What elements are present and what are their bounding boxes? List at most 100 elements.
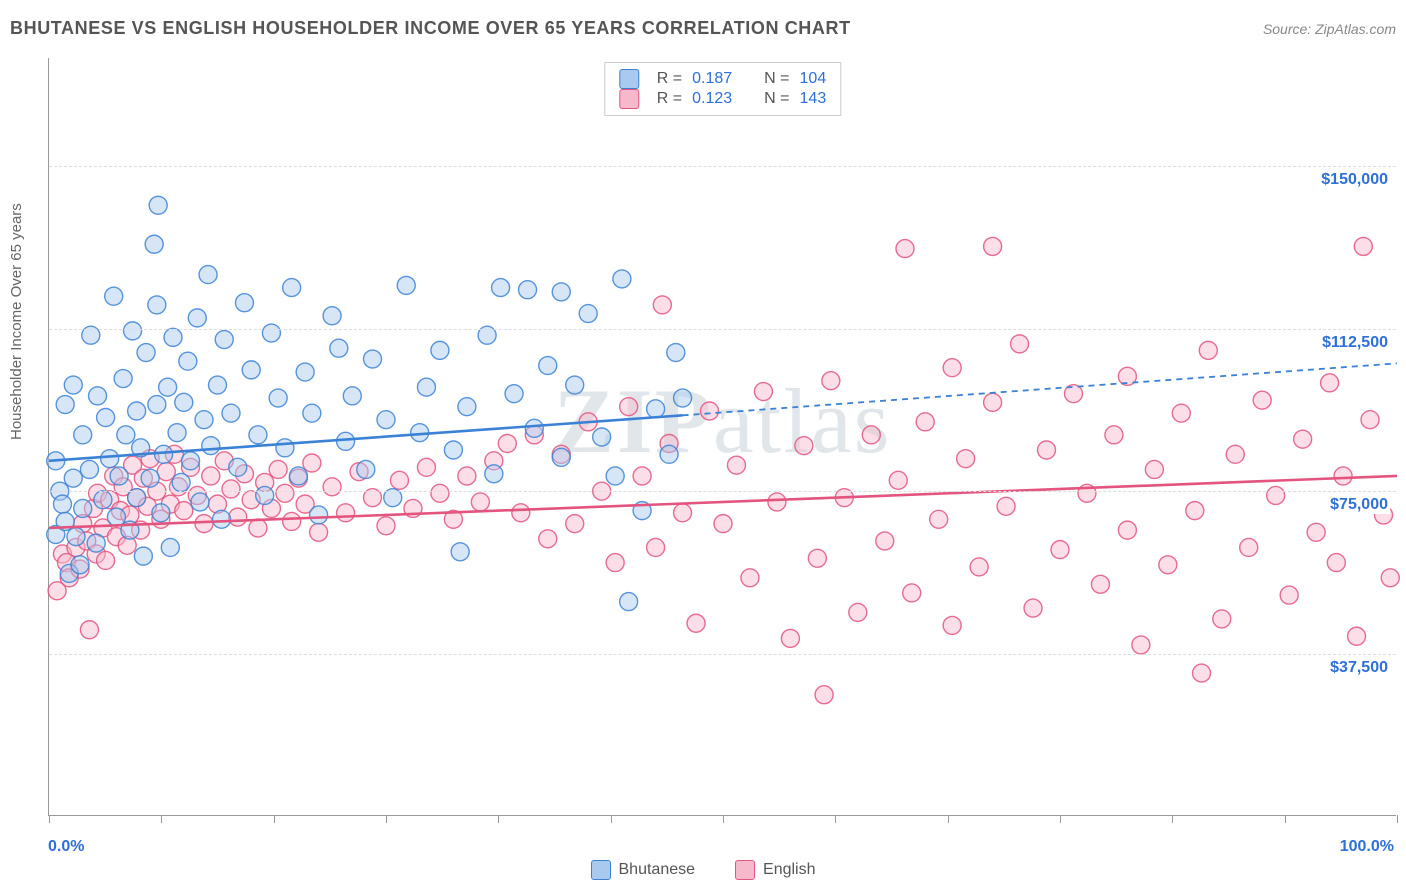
scatter-point [124, 322, 142, 340]
scatter-point [1294, 430, 1312, 448]
scatter-point [727, 456, 745, 474]
legend-label-bhutanese: Bhutanese [619, 861, 696, 878]
scatter-point [357, 460, 375, 478]
scatter-point [377, 411, 395, 429]
gridline [49, 166, 1396, 167]
x-axis-min-label: 0.0% [48, 838, 84, 856]
scatter-point [175, 502, 193, 520]
scatter-point [674, 504, 692, 522]
scatter-point [714, 515, 732, 533]
scatter-point [525, 419, 543, 437]
scatter-point [431, 484, 449, 502]
scatter-point [444, 441, 462, 459]
scatter-point [660, 445, 678, 463]
scatter-point [984, 237, 1002, 255]
scatter-point [620, 398, 638, 416]
scatter-point [117, 426, 135, 444]
scatter-point [343, 387, 361, 405]
scatter-point [1105, 426, 1123, 444]
scatter-point [67, 528, 85, 546]
scatter-point [552, 283, 570, 301]
scatter-point [134, 547, 152, 565]
scatter-point [276, 439, 294, 457]
scatter-point [1280, 586, 1298, 604]
scatter-point [323, 478, 341, 496]
scatter-point [498, 434, 516, 452]
scatter-point [849, 603, 867, 621]
scatter-point [512, 504, 530, 522]
scatter-point [417, 458, 435, 476]
trend-line-bhutanese [49, 415, 683, 460]
scatter-point [310, 523, 328, 541]
y-axis-label: Householder Income Over 65 years [8, 203, 25, 440]
scatter-point [1159, 556, 1177, 574]
scatter-point [179, 352, 197, 370]
scatter-point [101, 450, 119, 468]
scatter-point [1226, 445, 1244, 463]
scatter-point [916, 413, 934, 431]
scatter-point [1240, 538, 1258, 556]
scatter-point [269, 460, 287, 478]
scatter-point [687, 614, 705, 632]
x-axis-max-label: 100.0% [1340, 838, 1394, 856]
scatter-point [262, 324, 280, 342]
scatter-point [613, 270, 631, 288]
legend-item-english: English [735, 860, 815, 880]
scatter-point [1253, 391, 1271, 409]
y-tick-label: $37,500 [1328, 659, 1390, 677]
scatter-point [390, 471, 408, 489]
scatter-point [667, 344, 685, 362]
scatter-point [451, 543, 469, 561]
scatter-point [87, 534, 105, 552]
scatter-point [741, 569, 759, 587]
scatter-point [64, 376, 82, 394]
scatter-point [1118, 521, 1136, 539]
scatter-point [105, 287, 123, 305]
scatter-point [337, 504, 355, 522]
scatter-point [128, 402, 146, 420]
scatter-point [303, 404, 321, 422]
scatter-point [56, 396, 74, 414]
x-tick [948, 815, 949, 823]
scatter-point [653, 296, 671, 314]
scatter-point [606, 554, 624, 572]
scatter-point [1051, 541, 1069, 559]
scatter-point [701, 402, 719, 420]
scatter-point [1132, 636, 1150, 654]
r-value-english: 0.123 [692, 90, 732, 108]
n-value-english: 143 [800, 90, 827, 108]
x-tick [161, 815, 162, 823]
scatter-point [1091, 575, 1109, 593]
scatter-point [148, 296, 166, 314]
scatter-point [145, 235, 163, 253]
scatter-point [1172, 404, 1190, 422]
legend-item-bhutanese: Bhutanese [591, 860, 696, 880]
scatter-point [1348, 627, 1366, 645]
scatter-point [397, 276, 415, 294]
source-label: Source: ZipAtlas.com [1263, 21, 1396, 37]
scatter-point [876, 532, 894, 550]
title-bar: BHUTANESE VS ENGLISH HOUSEHOLDER INCOME … [10, 18, 1396, 39]
scatter-point [188, 309, 206, 327]
scatter-point [754, 383, 772, 401]
trend-line-bhutanese-ext [683, 363, 1397, 415]
y-tick-label: $150,000 [1319, 171, 1390, 189]
scatter-point [222, 404, 240, 422]
scatter-point [930, 510, 948, 528]
scatter-point [539, 357, 557, 375]
x-tick [49, 815, 50, 823]
scatter-point [195, 515, 213, 533]
scatter-point [215, 331, 233, 349]
scatter-point [1011, 335, 1029, 353]
x-tick [1285, 815, 1286, 823]
scatter-point [141, 469, 159, 487]
scatter-point [768, 493, 786, 511]
scatter-point [620, 593, 638, 611]
scatter-point [862, 426, 880, 444]
scatter-point [276, 484, 294, 502]
scatter-point [903, 584, 921, 602]
scatter-point [209, 376, 227, 394]
scatter-point [195, 411, 213, 429]
scatter-point [64, 469, 82, 487]
n-label: N = [764, 70, 789, 88]
